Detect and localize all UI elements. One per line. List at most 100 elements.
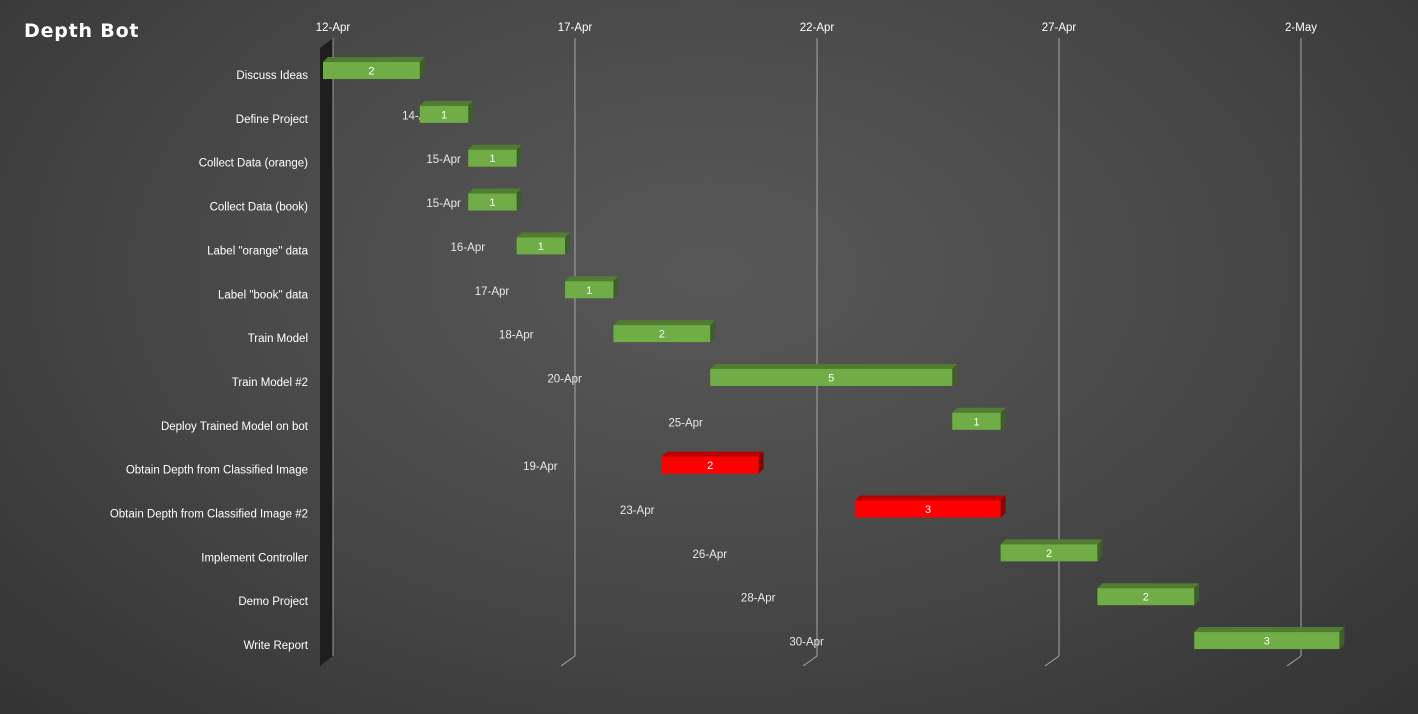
- gantt-bar: 1: [419, 100, 474, 123]
- bar-side: [516, 144, 522, 167]
- gantt-bar: 5: [710, 363, 958, 386]
- start-date-label: 15-Apr: [426, 154, 461, 166]
- duration-label: 1: [489, 197, 495, 209]
- duration-label: 3: [925, 504, 931, 516]
- gridlines: [560, 38, 1302, 667]
- start-date-labels: 12-Apr14-Apr15-Apr15-Apr16-Apr17-Apr18-A…: [324, 67, 824, 649]
- bar-front: [661, 456, 759, 474]
- x-tick-label: 12-Apr: [316, 22, 351, 34]
- bar-front: [1194, 632, 1340, 650]
- start-date-label: 30-Apr: [789, 637, 824, 649]
- bar-side: [952, 363, 958, 386]
- bar-side: [468, 100, 474, 123]
- bar-side: [1339, 627, 1345, 650]
- bar-top: [468, 188, 522, 194]
- bar-front: [613, 325, 711, 343]
- bar-side: [419, 57, 425, 79]
- duration-label: 1: [538, 241, 544, 253]
- bar-side: [565, 232, 570, 255]
- bar-top: [323, 57, 425, 62]
- start-date-label: 25-Apr: [668, 417, 703, 429]
- task-label: Collect Data (orange): [199, 158, 308, 170]
- bar-top: [419, 100, 474, 106]
- task-label: Label "book" data: [218, 289, 309, 301]
- task-label: Deploy Trained Model on bot: [161, 421, 309, 433]
- gantt-bar: 3: [1194, 627, 1345, 650]
- bar-top: [565, 276, 619, 282]
- bar-front: [565, 281, 614, 299]
- task-labels: Discuss Ideas Define Project Collect Data …: [110, 70, 309, 652]
- gantt-bar: 2: [1000, 539, 1103, 562]
- task-label: Train Model: [248, 333, 308, 345]
- bar-front: [468, 193, 517, 211]
- x-axis-ticks: 12-Apr 17-Apr 22-Apr 27-Apr 2-May: [316, 22, 1317, 34]
- start-date-label: 16-Apr: [451, 242, 486, 254]
- bar-front: [1000, 544, 1098, 562]
- task-label: Discuss Ideas: [236, 70, 308, 82]
- bar-top: [1000, 539, 1103, 545]
- start-date-label: 28-Apr: [741, 593, 776, 605]
- bar-front: [1097, 588, 1195, 606]
- bar-side: [758, 451, 764, 474]
- duration-label: 1: [441, 109, 447, 121]
- bar-side: [516, 188, 522, 211]
- duration-label: 3: [1264, 636, 1270, 648]
- task-label: Label "orange" data: [207, 245, 308, 257]
- gantt-bar: 2: [323, 57, 425, 79]
- bar-top: [661, 451, 764, 457]
- task-label: Write Report: [244, 640, 309, 652]
- task-label: Obtain Depth from Classified Image #2: [110, 509, 308, 521]
- gantt-bar: 1: [468, 188, 522, 211]
- gantt-bar: 1: [565, 276, 619, 299]
- bar-front: [419, 105, 469, 123]
- x-tick-label: 17-Apr: [558, 22, 593, 34]
- duration-label: 5: [828, 372, 834, 384]
- start-date-label: 20-Apr: [547, 373, 582, 385]
- duration-label: 1: [489, 153, 495, 165]
- gantt-bar: 1: [468, 144, 522, 167]
- x-tick-label: 27-Apr: [1042, 22, 1077, 34]
- bar-top: [516, 232, 570, 238]
- back-wall-left: [320, 38, 333, 666]
- task-label: Obtain Depth from Classified Image: [126, 465, 308, 477]
- task-label: Train Model #2: [232, 377, 308, 389]
- gridline-floor: [560, 655, 576, 667]
- bar-top: [613, 320, 716, 326]
- bar-front: [468, 149, 517, 167]
- gantt-bar: 2: [661, 451, 764, 474]
- duration-label: 2: [707, 460, 713, 472]
- gantt-bar: 1: [516, 232, 570, 255]
- start-date-label: 19-Apr: [523, 461, 558, 473]
- gridline-floor: [802, 655, 818, 667]
- chart-back-wall: [320, 38, 334, 666]
- duration-label: 1: [586, 285, 592, 297]
- bar-side: [1097, 539, 1103, 562]
- duration-bars: 2 1 1 1 1 1 2 5 1 2 3 2 2 3: [323, 57, 1345, 650]
- bar-top: [952, 407, 1006, 413]
- gantt-bar: 1: [952, 407, 1006, 430]
- bar-side: [1000, 407, 1006, 430]
- gantt-bar: 2: [613, 320, 716, 343]
- bar-side: [710, 320, 716, 343]
- task-label: Implement Controller: [201, 552, 308, 564]
- bar-front: [952, 412, 1001, 430]
- bar-top: [468, 144, 522, 150]
- gantt-bar: 3: [855, 495, 1006, 518]
- duration-label: 2: [1046, 548, 1052, 560]
- start-date-label: 18-Apr: [499, 330, 534, 342]
- start-date-label: 15-Apr: [426, 198, 461, 210]
- task-label: Demo Project: [238, 596, 308, 608]
- bar-side: [1000, 495, 1006, 518]
- task-label: Collect Data (book): [210, 202, 309, 214]
- bar-front: [516, 237, 565, 255]
- duration-label: 1: [973, 416, 979, 428]
- start-date-label: 26-Apr: [693, 549, 728, 561]
- bar-front: [855, 500, 1001, 518]
- chart-title: Depth Bot: [24, 20, 140, 42]
- bar-top: [855, 495, 1006, 501]
- start-date-label: 17-Apr: [475, 286, 510, 298]
- duration-label: 2: [1143, 592, 1149, 604]
- bar-side: [613, 276, 619, 299]
- gantt-bar: 2: [1097, 583, 1200, 606]
